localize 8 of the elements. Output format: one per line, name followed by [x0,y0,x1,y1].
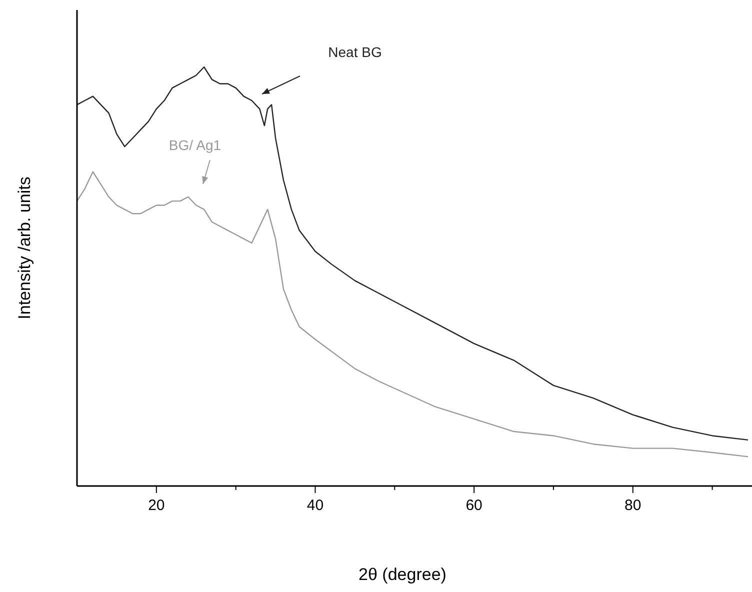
text: Neat BG [328,44,382,60]
text: BG/ Ag1 [168,137,222,153]
x-axis-title: 2θ (degree) [358,565,446,584]
x-tick-label: 60 [466,497,482,514]
x-tick-label: 40 [306,497,324,514]
x-tick-label: 80 [624,497,642,514]
x-tick-label: 20 [148,497,165,514]
y-axis-title: Intensity /arb. units [15,176,34,320]
